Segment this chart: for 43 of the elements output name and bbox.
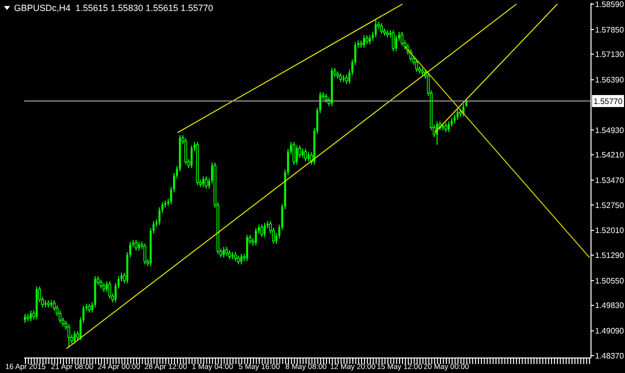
y-tick-label: 1.52010 [595, 226, 624, 236]
candlestick [67, 324, 70, 348]
y-tick-label: 1.54210 [595, 150, 624, 160]
y-tick-label: 1.49830 [595, 301, 624, 310]
candlestick [380, 22, 383, 34]
candlestick [448, 120, 450, 132]
y-tick-label: 1.51290 [595, 250, 624, 260]
candlestick [106, 280, 108, 292]
candlestick [30, 310, 32, 322]
candlestick [184, 138, 188, 166]
candlestick [74, 330, 76, 344]
y-tick-label: 1.54930 [595, 126, 624, 135]
y-tick-label: 1.57850 [595, 25, 624, 34]
candlestick [222, 246, 225, 258]
candlestick [202, 176, 204, 188]
candlestick [254, 227, 257, 246]
candlestick [260, 224, 264, 238]
chart-title: GBPUSDc,H4 1.55615 1.55830 1.55615 1.55770 [14, 3, 214, 13]
candlestick [415, 58, 418, 72]
candlestick [292, 141, 296, 166]
y-tick-label: 1.57130 [595, 50, 624, 60]
y-tick-label: 1.48370 [595, 351, 624, 360]
ref-line-label: 1.55770 [594, 97, 624, 106]
y-tick-label: 1.52750 [595, 200, 624, 210]
y-tick-label: 1.50550 [595, 276, 624, 286]
candlestick [400, 31, 404, 46]
candlestick [296, 144, 298, 166]
y-tick-label: 1.56390 [595, 76, 624, 85]
candlestick [246, 234, 248, 262]
candlestick [392, 30, 395, 52]
candlestick [456, 108, 459, 120]
candlestick [240, 253, 242, 265]
candlestick [363, 34, 366, 48]
candlestick [374, 19, 377, 38]
candlestick [134, 240, 138, 252]
candlestick [304, 148, 307, 162]
y-tick-label: 1.58590 [595, 0, 624, 9]
candlestick [190, 144, 193, 169]
candlestick [108, 280, 112, 300]
y-tick-label: 1.49090 [595, 326, 624, 336]
candlestick [204, 176, 208, 190]
candlestick [264, 222, 266, 238]
y-tick-label: 1.53470 [595, 176, 624, 185]
